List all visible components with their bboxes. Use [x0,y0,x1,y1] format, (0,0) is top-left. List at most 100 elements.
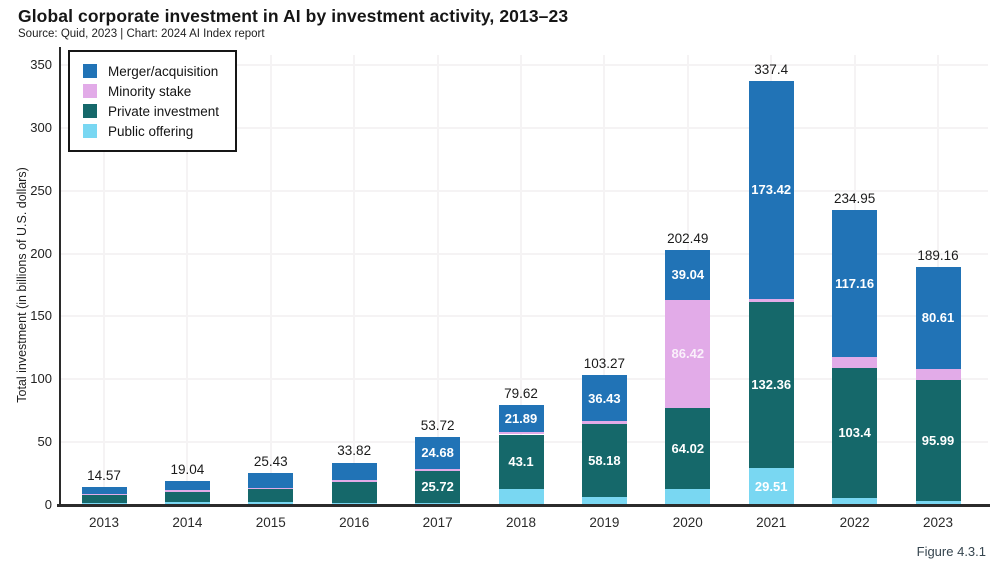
segment-value-label: 95.99 [921,432,955,448]
x-tick-label-2022: 2022 [839,515,870,530]
bar-total-label: 14.57 [87,467,121,483]
bar-2019: 58.18 36.43 103.27 [581,356,627,505]
gridline-horizontal [60,378,988,381]
segment-value-label: 24.68 [421,445,454,461]
bar-segment-merger-acquisition-2022: 117.16 [832,209,878,357]
y-axis-line [59,47,61,507]
bar-segment-private-investment-2013 [81,495,127,503]
bar-2022: 103.4 117.16 234.95 [832,191,878,505]
segment-value-label: 43.1 [508,454,534,470]
bar-2016: 33.82 [331,443,377,505]
bar-total-label: 189.16 [917,248,959,264]
bar-segment-minority-stake-2016 [331,479,377,482]
x-tick-label-2015: 2015 [255,515,286,530]
gridline-vertical [436,55,439,505]
gridline-vertical [186,55,189,505]
bar-segment-merger-acquisition-2020: 39.04 [665,250,711,300]
chart-source: Source: Quid, 2023 | Chart: 2024 AI Inde… [18,28,265,40]
bar-segment-merger-acquisition-2018: 21.89 [498,404,544,433]
bar-segment-private-investment-2018: 43.1 [498,434,544,489]
x-tick-label-2020: 2020 [672,515,703,530]
gridline-vertical [520,55,522,505]
bar-segment-public-offering-2016 [331,502,377,505]
bar-segment-private-investment-2021: 132.36 [748,301,794,468]
bar-segment-minority-stake-2014 [164,490,210,492]
bar-total-label: 337.4 [754,61,789,77]
segment-value-label: 29.51 [754,478,788,494]
bar-2023: 95.99 80.61 189.16 [915,248,961,505]
gridline-horizontal [60,315,988,318]
bar-total-label: 202.49 [667,231,709,247]
bar-segment-merger-acquisition-2017: 24.68 [415,437,461,469]
bar-2021: 29.51 132.36 173.42 337.4 [748,62,794,505]
x-tick-label-2021: 2021 [756,515,787,530]
gridline-horizontal [60,64,988,66]
gridline-vertical [603,55,606,505]
bar-segment-public-offering-2019 [581,497,627,505]
y-tick-label: 300 [30,119,52,135]
bar-segment-private-investment-2022: 103.4 [832,367,878,498]
segment-value-label: 173.42 [751,182,792,198]
y-tick-label: 250 [30,182,52,198]
bar-segment-minority-stake-2023 [915,368,961,381]
x-axis-line [57,504,990,507]
legend-label: Merger/acquisition [108,63,219,79]
bar-total-label: 79.62 [504,385,538,401]
y-tick-label: 350 [30,57,52,72]
bar-segment-public-offering-2017 [415,502,461,505]
y-tick-label: 100 [30,371,52,387]
gridline-horizontal [60,126,988,129]
legend-label: Public offering [108,123,194,139]
segment-value-label: 103.4 [838,425,871,441]
bar-2020: 64.02 86.42 39.04 202.49 [665,231,711,505]
legend-item-public-offering: Public offering [83,121,219,141]
segment-value-label: 64.02 [671,440,705,456]
chart-title: Global corporate investment in AI by inv… [18,6,569,26]
bar-segment-public-offering-2023 [915,500,961,505]
gridline-vertical [353,55,356,505]
segment-value-label: 25.72 [421,479,454,495]
legend-item-private-investment: Private investment [83,101,219,121]
bar-total-label: 53.72 [420,418,455,434]
bar-total-label: 103.27 [583,356,626,372]
legend-item-merger-acquisition: Merger/acquisition [83,61,219,81]
bar-segment-public-offering-2015 [248,502,294,505]
bar-segment-minority-stake-2018 [498,432,544,435]
y-axis-title: Total investment (in billions of U.S. do… [15,167,29,403]
bar-2014: 19.04 [164,462,210,505]
bar-segment-private-investment-2019: 58.18 [581,423,627,498]
bar-segment-private-investment-2017: 25.72 [415,470,461,503]
legend-label: Minority stake [108,83,192,99]
bar-segment-minority-stake-2019 [581,420,627,424]
segment-value-label: 39.04 [671,267,705,283]
legend-label: Private investment [108,103,220,119]
bar-segment-merger-acquisition-2015 [248,473,294,488]
bar-segment-merger-acquisition-2014 [164,481,210,491]
x-tick-label-2018: 2018 [505,515,537,530]
bar-segment-minority-stake-2022 [832,356,878,368]
legend-swatch-public-offering [83,124,97,138]
segment-value-label: 117.16 [835,275,875,291]
gridline-horizontal [60,252,988,255]
bar-segment-private-investment-2020: 64.02 [665,408,711,489]
legend-swatch-merger-acquisition [83,64,97,78]
segment-value-label: 132.36 [751,377,792,393]
legend-item-minority-stake: Minority stake [83,81,219,101]
bar-total-label: 33.82 [337,443,372,459]
bar-segment-public-offering-2021: 29.51 [748,467,794,505]
bar-total-label: 234.95 [833,190,876,206]
bar-segment-public-offering-2014 [164,501,210,505]
bar-segment-merger-acquisition-2016 [331,462,377,480]
segment-value-label: 21.89 [504,411,538,427]
bar-segment-private-investment-2016 [331,481,377,503]
bar-segment-minority-stake-2013 [81,493,127,496]
bar-segment-merger-acquisition-2021: 173.42 [748,80,794,299]
bar-total-label: 19.04 [170,462,205,478]
gridline-vertical [269,55,272,505]
bar-segment-minority-stake-2017 [415,468,461,471]
bar-segment-merger-acquisition-2019: 36.43 [581,375,627,421]
segment-value-label: 58.18 [588,452,621,468]
bar-segment-public-offering-2013 [81,502,127,505]
bar-segment-minority-stake-2021 [748,298,794,302]
